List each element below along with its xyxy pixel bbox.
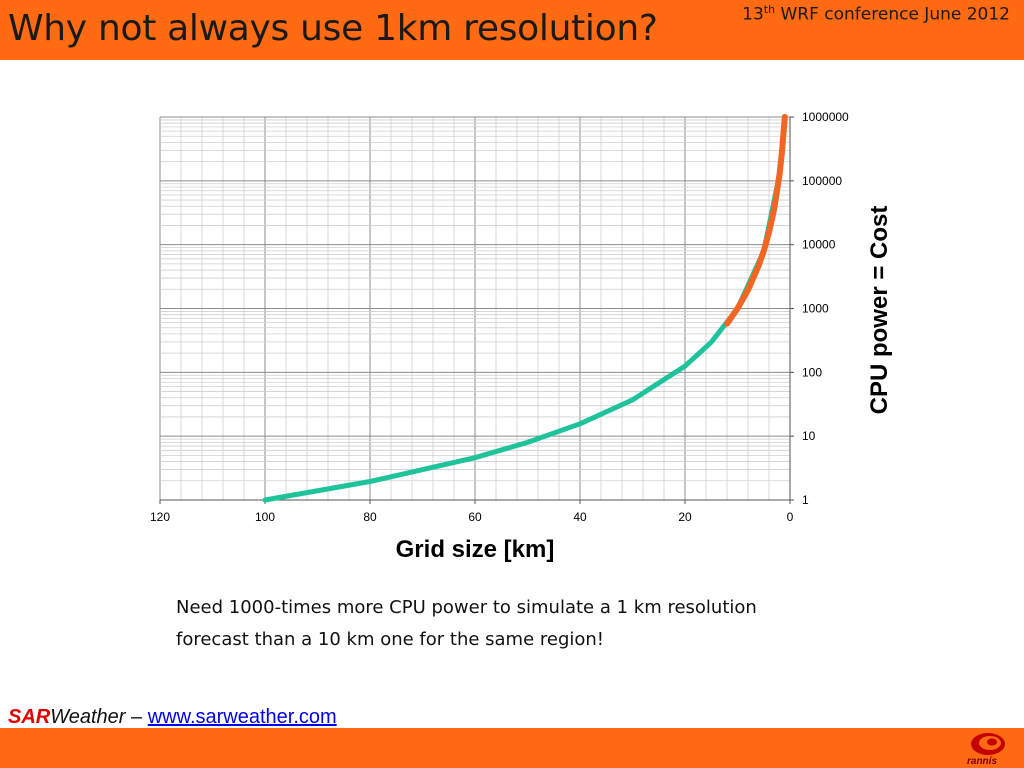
- footer-separator: –: [125, 706, 148, 728]
- y-axis-label: CPU power = Cost: [866, 205, 893, 415]
- y-tick-label: 1000: [802, 302, 829, 316]
- y-tick-label: 1: [802, 493, 809, 507]
- x-tick-label: 80: [363, 510, 377, 524]
- x-axis-label: Grid size [km]: [396, 536, 555, 563]
- brand-weather: Weather: [50, 706, 126, 728]
- conference-label: 13th WRF conference June 2012: [742, 3, 1010, 25]
- website-link[interactable]: www.sarweather.com: [147, 706, 337, 728]
- y-tick-label: 10000: [802, 238, 836, 252]
- x-tick-label: 60: [468, 510, 482, 524]
- slide-title: Why not always use 1km resolution?: [8, 8, 658, 49]
- x-tick-label: 20: [678, 510, 692, 524]
- brand-sar: SAR: [8, 706, 51, 728]
- y-tick-label: 10: [802, 429, 816, 443]
- footer-bar: [0, 728, 1024, 768]
- x-tick-label: 100: [255, 510, 275, 524]
- x-tick-label: 40: [573, 510, 587, 524]
- conference-ordinal: th: [763, 3, 776, 16]
- y-tick-label: 100000: [802, 174, 842, 188]
- conference-number: 13: [742, 4, 764, 25]
- x-tick-label: 0: [787, 510, 794, 524]
- x-tick-label: 120: [150, 510, 170, 524]
- caption-text: Need 1000-times more CPU power to simula…: [176, 597, 757, 650]
- series-line-2: [724, 114, 788, 327]
- y-tick-label: 100: [802, 365, 822, 379]
- footer: SARWeather – www.sarweather.com: [8, 706, 337, 729]
- y-tick-label: 1000000: [802, 110, 849, 124]
- title-bar: [0, 0, 1024, 60]
- rannis-logo-icon: [971, 733, 1005, 755]
- logo-text: rannís: [967, 756, 998, 767]
- conference-text: WRF conference June 2012: [775, 4, 1010, 25]
